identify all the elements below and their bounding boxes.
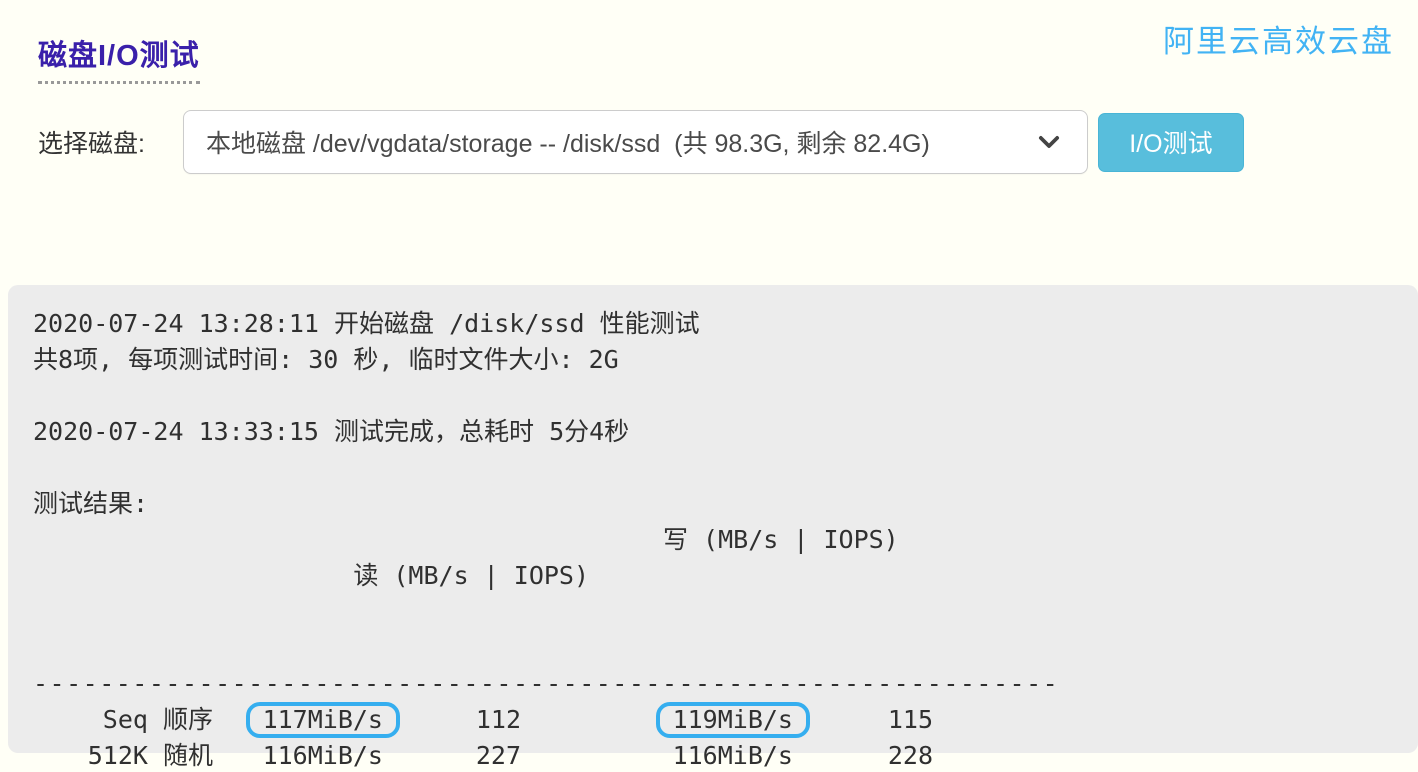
read-mbs-value: 117MiB/s [245, 702, 400, 738]
log-blank-line [33, 450, 1393, 486]
page-title: 磁盘I/O测试 [38, 32, 200, 84]
table-separator: ----------------------------------------… [33, 669, 1060, 698]
write-mbs-value: 116MiB/s [672, 741, 793, 770]
log-start-line: 2020-07-24 13:28:11 开始磁盘 /disk/ssd 性能测试 [33, 309, 700, 338]
disk-type-label[interactable]: 阿里云高效云盘 [1163, 24, 1394, 59]
log-finish-line: 2020-07-24 13:33:15 测试完成，总耗时 5分4秒 [33, 417, 630, 446]
results-section-label: 测试结果: [33, 489, 149, 518]
write-iops-value: 228 [887, 741, 933, 770]
row-label: 512K 随机 [87, 741, 213, 770]
write-iops-value: 115 [887, 705, 933, 734]
read-iops-value: 112 [475, 705, 521, 734]
read-iops-value: 227 [475, 741, 521, 770]
chevron-down-icon [1038, 136, 1059, 148]
log-config-line: 共8项, 每项测试时间: 30 秒, 临时文件大小: 2G [33, 345, 619, 374]
io-test-button[interactable]: I/O测试 [1097, 112, 1244, 172]
controls-row: 选择磁盘: 本地磁盘 /dev/vgdata/storage -- /disk/… [38, 110, 1418, 174]
write-column-header: 写 (MB/s | IOPS) [663, 525, 899, 554]
test-output-panel: 2020-07-24 13:28:11 开始磁盘 /disk/ssd 性能测试 … [8, 285, 1418, 770]
disk-select-value: 本地磁盘 /dev/vgdata/storage -- /disk/ssd (共… [205, 130, 930, 158]
disk-select[interactable]: 本地磁盘 /dev/vgdata/storage -- /disk/ssd (共… [182, 110, 1088, 174]
write-mbs-value: 119MiB/s [655, 702, 810, 738]
log-blank-line [33, 378, 1393, 414]
row-label: Seq 顺序 [102, 705, 213, 734]
table-row-512k: 512K 随机 116MiB/s 227 116MiB/s 228 [33, 738, 1393, 772]
read-column-header: 读 (MB/s | IOPS) [353, 561, 590, 590]
results-table-header: 读 (MB/s | IOPS) 写 (MB/s | IOPS) [33, 522, 1393, 666]
read-mbs-value: 116MiB/s [262, 741, 383, 770]
disk-select-label: 选择磁盘: [38, 130, 145, 158]
table-row-seq: Seq 顺序 117MiB/s 112 119MiB/s 115 [33, 702, 1393, 738]
